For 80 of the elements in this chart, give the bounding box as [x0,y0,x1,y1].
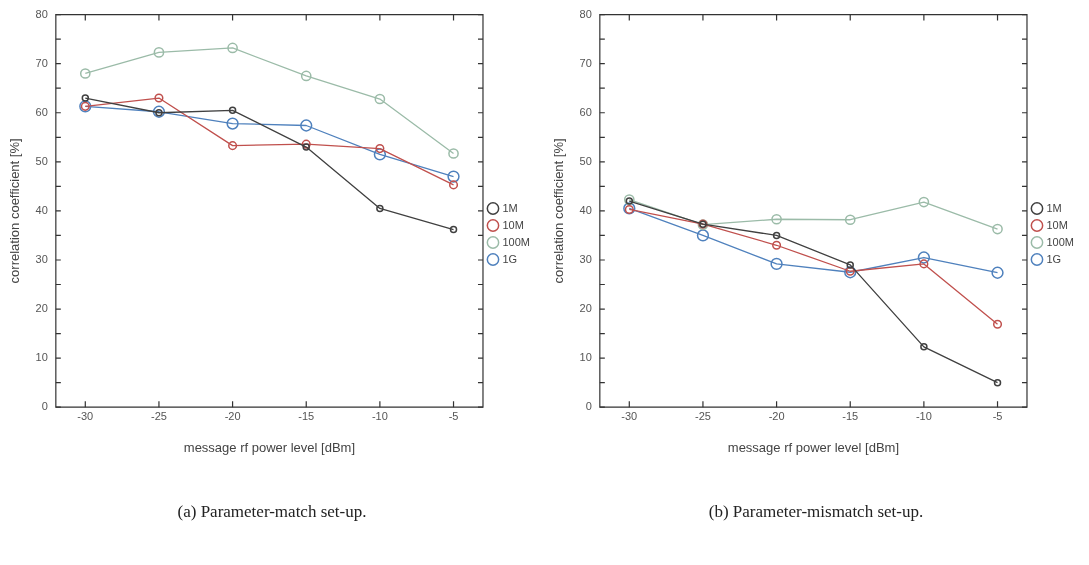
legend-label: 10M [1046,218,1068,231]
point [373,148,387,161]
point [918,196,930,208]
point [449,225,458,234]
text: (a) Parameter-match set-up. [176,502,368,522]
y-tick-label: 20 [579,302,592,315]
point [152,105,166,118]
point [919,259,929,269]
x-tick-label: -20 [224,409,241,422]
point [770,257,783,271]
point [447,170,460,183]
y-tick-label: 0 [41,400,48,413]
point [375,144,385,154]
point [772,231,781,240]
x-tick-label: -15 [298,409,315,422]
point [992,223,1003,235]
y-tick-label: 10 [35,351,48,364]
y-tick-label: 60 [35,105,48,118]
point [772,240,782,250]
point [301,139,311,149]
point [374,93,386,105]
point [227,42,238,54]
x-tick-label: -30 [77,409,94,422]
text: (b) Parameter-mismatch set-up. [707,502,925,522]
x-axis-title: message rf power level [dBm] [183,439,356,455]
x-tick-label: -10 [915,409,932,422]
legend-label: 100M [502,235,531,248]
y-tick-label: 70 [579,56,592,69]
y-axis-title: correlation coefficient [%] [7,138,23,284]
legend-label: 100M [1046,235,1075,248]
point [993,378,1002,387]
point [771,213,782,225]
x-tick-label: -20 [768,409,785,422]
y-tick-label: 40 [35,203,48,216]
point [376,204,384,213]
legend-label: 1G [502,252,518,265]
legend-label: 1M [502,201,518,214]
x-tick-label: -15 [842,409,859,422]
y-axis-title: correlation coefficient [%] [551,138,567,284]
point [226,117,239,130]
y-tick-label: 80 [35,7,48,20]
legend-label: 1G [1046,252,1062,265]
y-tick-label: 80 [579,7,592,20]
point [991,266,1004,279]
x-tick-label: -10 [371,409,388,422]
point [81,94,90,102]
point [228,106,237,115]
point [302,143,310,151]
point [153,47,165,58]
x-tick-label: -5 [448,409,459,422]
point [992,319,1003,329]
point [448,148,459,159]
legend-label: 1M [1046,201,1062,214]
point [846,261,854,269]
x-tick-label: -5 [992,409,1003,422]
point [917,251,931,264]
x-axis-title: message rf power level [dBm] [727,439,900,455]
point [844,214,856,226]
point [154,93,164,103]
x-tick-label: -25 [694,409,711,422]
y-tick-label: 30 [579,253,592,266]
x-tick-label: -25 [150,409,167,422]
legend-label: 10M [502,218,524,231]
point [300,119,313,132]
y-tick-label: 50 [35,154,48,167]
y-tick-label: 50 [579,154,592,167]
y-tick-label: 70 [35,56,48,69]
point [300,70,312,82]
y-tick-label: 30 [35,253,48,266]
point [920,343,928,351]
y-tick-label: 40 [579,203,592,216]
point [448,180,459,190]
y-tick-label: 10 [579,351,592,364]
y-tick-label: 20 [35,302,48,315]
y-tick-label: 60 [579,105,592,118]
point [696,229,710,242]
point [228,141,238,151]
y-tick-label: 0 [585,400,592,413]
point [79,68,91,79]
x-tick-label: -30 [621,409,638,422]
